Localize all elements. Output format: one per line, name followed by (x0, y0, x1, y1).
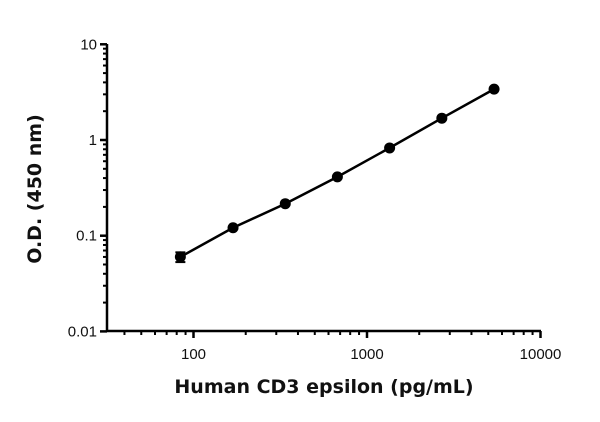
y-tick-label: 10 (80, 36, 97, 53)
x-axis-major-ticks (192, 331, 542, 338)
data-point-marker (279, 198, 291, 210)
data-point-marker (331, 171, 343, 183)
data-point-marker (436, 112, 448, 124)
x-tick-label: 1000 (350, 346, 383, 363)
data-point-marker (488, 83, 500, 95)
data-point-marker (227, 222, 239, 234)
y-tick-label: 0.1 (76, 228, 97, 245)
x-tick-label: 100 (181, 346, 206, 363)
x-axis-tick-labels: 100 1000 10000 (181, 346, 561, 363)
y-axis-title: O.D. (450 nm) (24, 114, 46, 264)
data-points (174, 83, 500, 263)
x-tick-label: 10000 (520, 346, 562, 363)
y-axis-tick-labels: 0.01 0.1 1 10 (68, 36, 97, 340)
data-point-marker (174, 251, 186, 263)
y-axis-major-ticks (100, 43, 107, 333)
y-tick-label: 0.01 (68, 323, 97, 340)
y-tick-label: 1 (89, 132, 97, 149)
data-point-marker (384, 142, 396, 154)
x-axis-title: Human CD3 epsilon (pg/mL) (174, 376, 473, 398)
